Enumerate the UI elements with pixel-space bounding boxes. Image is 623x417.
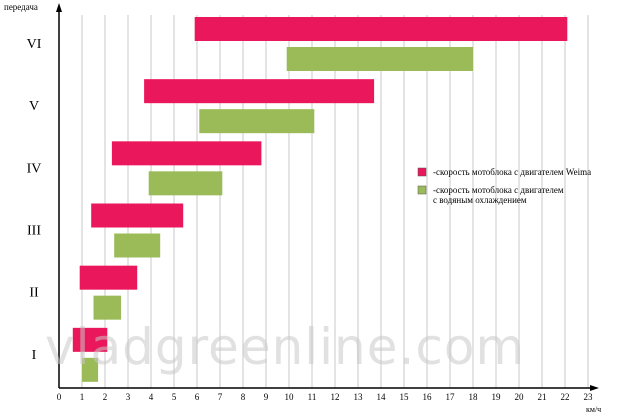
x-tick-label: 23 (584, 392, 594, 402)
x-axis-arrow (590, 385, 599, 391)
bar (144, 79, 375, 104)
watermark: vladgreenline.com (45, 318, 526, 376)
x-tick-label: 5 (172, 392, 177, 402)
x-tick-label: 1 (80, 392, 85, 402)
x-axis-label: км/ч (586, 405, 601, 414)
y-tick-label: I (32, 348, 37, 363)
x-tick-label: 21 (538, 392, 547, 402)
x-tick-label: 13 (354, 392, 364, 402)
x-tick-label: 7 (218, 392, 223, 402)
bar (82, 357, 99, 382)
bar (114, 233, 161, 258)
x-tick-label: 15 (400, 392, 410, 402)
legend-label: -скорость мотоблока с двигателем Weima (433, 167, 592, 177)
x-tick-label: 6 (195, 392, 200, 402)
x-tick-label: 11 (308, 392, 317, 402)
bar (93, 295, 122, 320)
bar (286, 47, 473, 71)
x-tick-label: 14 (377, 392, 387, 402)
x-tick-label: 17 (446, 392, 456, 402)
y-axis-label: передача (4, 2, 38, 12)
bar (194, 17, 568, 41)
y-tick-label: II (29, 286, 39, 301)
x-tick-label: 4 (149, 392, 154, 402)
x-tick-label: 8 (241, 392, 246, 402)
y-tick-label: VI (27, 37, 42, 52)
x-tick-label: 2 (103, 392, 108, 402)
x-tick-label: 22 (561, 392, 570, 402)
y-tick-label: V (29, 99, 39, 114)
legend-swatch (417, 185, 427, 195)
x-tick-label: 10 (285, 392, 295, 402)
y-tick-label: IV (27, 161, 42, 176)
x-tick-label: 18 (469, 392, 479, 402)
y-axis-arrow (56, 3, 62, 12)
x-tick-label: 16 (423, 392, 433, 402)
y-tick-label: III (27, 224, 41, 239)
legend-label: -скорость мотоблока с двигателем с водян… (433, 185, 564, 205)
x-tick-label: 3 (126, 392, 131, 402)
x-tick-label: 19 (492, 392, 502, 402)
x-tick-label: 9 (264, 392, 269, 402)
x-tick-label: 0 (57, 392, 62, 402)
bar (148, 171, 223, 196)
x-tick-label: 20 (515, 392, 525, 402)
bar (91, 203, 184, 228)
x-tick-label: 12 (331, 392, 340, 402)
legend-swatch (417, 167, 427, 177)
bar (72, 327, 108, 352)
bar (79, 265, 138, 290)
bar (199, 109, 315, 134)
bar (111, 141, 262, 166)
